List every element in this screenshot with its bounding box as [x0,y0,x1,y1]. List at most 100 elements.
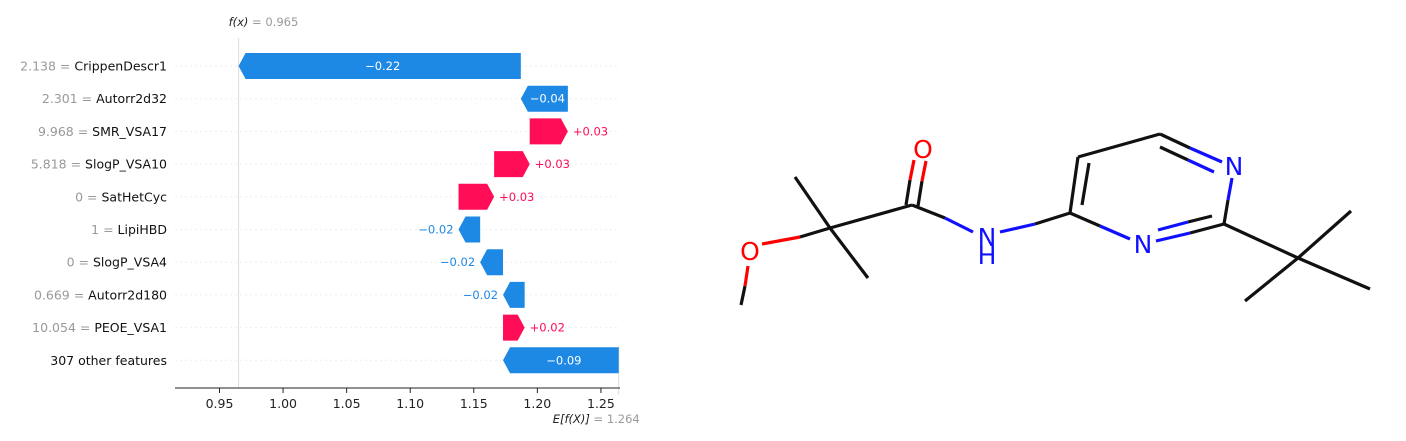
shap-value-label: −0.02 [440,255,475,269]
feature-label: 0 = SatHetCyc [75,189,167,204]
shap-bar [529,118,568,145]
feature-name: Autorr2d32 [96,91,167,106]
bond [999,222,1036,234]
feature-name: SlogP_VSA4 [93,255,167,270]
bond [1080,162,1091,206]
base-annotation: E[f(X)] = 1.264 [553,412,640,426]
bond [761,235,801,246]
bond [1243,256,1300,303]
feature-name: SatHetCyc [102,189,168,204]
bond [739,285,747,306]
feature-label: 1 = LipiHBD [91,222,167,237]
x-tick-label: 1.20 [523,396,551,411]
x-axis-ticks: 0.95 1.00 1.05 1.10 1.15 1.20 1.25 [206,388,615,411]
feature-name: 307 other features [50,353,167,368]
bond [1069,211,1101,228]
feature-value: 5.818 = [31,157,85,172]
bond [1077,132,1161,159]
bond [920,160,928,182]
bond [1223,222,1299,260]
bond [1157,220,1189,232]
bond [799,226,831,239]
feature-label: 0.669 = Autorr2d180 [34,287,167,302]
atom-label-oxygen: O [913,135,933,164]
bond [911,203,946,220]
bars: −0.22 −0.04 +0.03 +0.03 +0.03 −0.02 −0.02 −0.02… [238,53,619,374]
feature-name: LipiHBD [118,222,167,237]
shap-value-label: −0.02 [463,288,498,302]
feature-label: 307 other features [50,353,167,368]
shap-value-label: +0.02 [530,321,565,335]
bond [828,227,870,279]
feature-value: 0 = [75,189,101,204]
shap-waterfall-chart: −0.22 −0.04 +0.03 +0.03 +0.03 −0.02 −0.02 −0.02… [20,15,640,426]
atom-label-oxygen: O [740,237,760,266]
bond [1297,256,1371,291]
bond [1034,211,1071,226]
x-tick-label: 0.95 [206,396,234,411]
bond [1159,145,1189,162]
bond [1222,199,1230,225]
feature-label: 5.818 = SlogP_VSA10 [31,157,167,172]
bond [1187,214,1213,224]
bond [1189,146,1223,164]
shap-bar [503,281,525,308]
shap-value-label: +0.03 [573,124,608,138]
bond [793,176,832,229]
shap-value-label: +0.03 [499,190,534,204]
x-tick-label: 1.15 [460,396,488,411]
feature-value: 10.054 = [32,320,94,335]
shap-value-label: −0.02 [418,223,453,237]
feature-name: CrippenDescr1 [74,59,167,74]
x-tick-label: 1.10 [396,396,424,411]
atom-label-nitrogen: N [1134,230,1153,259]
bond [1189,222,1225,235]
feature-name: SMR_VSA17 [92,124,167,139]
bond [1159,132,1191,150]
feature-value: 2.138 = [20,59,74,74]
feature-value: 0.669 = [34,287,88,302]
feature-label: 9.968 = SMR_VSA17 [38,124,167,139]
shap-bar [503,314,525,341]
molecule-structure: O O N H N N [739,132,1371,306]
feature-labels: 2.138 = CrippenDescr1 2.301 = Autorr2d32 9… [20,59,167,368]
feature-value: 0 = [67,255,93,270]
base-value: 1.264 [607,412,640,426]
x-tick-label: 1.25 [587,396,615,411]
shap-bar [480,249,504,276]
feature-value: 2.301 = [42,91,96,106]
shap-bar [503,347,619,374]
bond [916,180,924,207]
fx-annotation: f(x) = 0.965 [229,15,299,29]
shap-value-label: −0.09 [546,353,581,367]
atom-label-nitrogen: N [978,223,997,252]
feature-value: 1 = [91,222,117,237]
feature-label: 0 = SlogP_VSA4 [67,255,167,270]
bond [908,159,916,181]
feature-label: 2.138 = CrippenDescr1 [20,59,167,74]
bond [829,203,913,230]
fx-value: 0.965 [265,15,298,29]
x-tick-label: 1.00 [269,396,297,411]
feature-name: PEOE_VSA1 [94,320,167,335]
bond [904,179,912,206]
bond [1187,158,1215,174]
shap-bar [458,216,481,243]
shap-bar [238,53,521,79]
bond [1226,177,1234,201]
atom-label-nitrogen: N [1225,152,1244,181]
shap-value-label: −0.22 [365,59,400,73]
bond [1068,156,1080,214]
shap-bar [458,183,495,210]
x-tick-label: 1.05 [333,396,361,411]
bond [1155,231,1191,243]
base-label: E[f(X)] [553,412,590,426]
shap-value-label: −0.04 [530,92,565,106]
bond [1099,224,1131,241]
shap-bar [520,85,568,112]
atom-label-hydrogen: H [978,241,997,270]
feature-value: 9.968 = [38,124,92,139]
feature-name: SlogP_VSA10 [85,157,167,172]
feature-label: 2.301 = Autorr2d32 [42,91,167,106]
bond [743,265,750,287]
